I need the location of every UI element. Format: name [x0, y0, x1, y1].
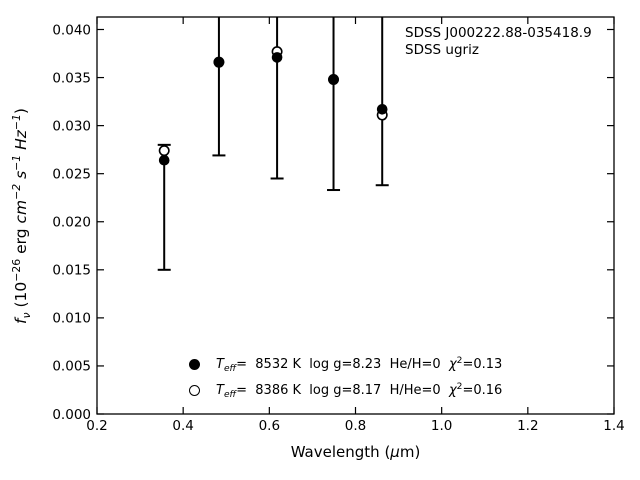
y-tick-label: 0.030 — [52, 118, 91, 134]
y-axis-label: fν (10−26 erg cm−2 s−1 Hz−1) — [10, 16, 33, 416]
text-segment: eff — [223, 389, 237, 400]
y-tick-label: 0.040 — [52, 22, 91, 38]
x-tick-label: 1.2 — [517, 418, 538, 434]
data-point-filled-g — [213, 56, 225, 68]
text-segment: = 8532 K log g=8.23 He/H=0 — [236, 356, 449, 372]
text-segment: 2 — [456, 355, 463, 366]
legend-entry: Teff= 8386 K log g=8.17 H/He=0 χ2=0.16 — [189, 377, 502, 403]
text-segment: T — [216, 356, 224, 372]
y-tick-label: 0.020 — [52, 215, 91, 231]
text-segment: eff — [223, 363, 237, 374]
y-tick-label: 0.010 — [52, 311, 91, 327]
legend-entry-label: Teff= 8386 K log g=8.17 H/He=0 χ2=0.16 — [216, 381, 503, 400]
y-tick-label: 0.025 — [52, 166, 91, 182]
text-segment: (10 — [12, 281, 30, 313]
text-segment: −1 — [10, 154, 24, 171]
x-tick-label: 1.0 — [431, 418, 452, 434]
x-tick-label: 1.4 — [603, 418, 624, 434]
data-point-filled-u — [158, 154, 170, 166]
data-point-filled-r — [271, 52, 283, 63]
data-point-open-u — [158, 145, 170, 157]
text-segment: = 8386 K log g=8.17 H/He=0 — [236, 382, 449, 398]
x-tick-label: 0.6 — [259, 418, 280, 434]
text-segment: Hz — [12, 130, 30, 150]
filled-circle-icon — [189, 358, 200, 370]
legend-entry: Teff= 8532 K log g=8.23 He/H=0 χ2=0.13 — [189, 351, 502, 377]
text-segment: −26 — [10, 258, 24, 282]
open-circle-icon — [189, 384, 200, 396]
legend-entry-label: Teff= 8532 K log g=8.23 He/H=0 χ2=0.13 — [216, 355, 503, 374]
x-tick-label: 0.4 — [172, 418, 193, 434]
text-segment: μ — [390, 443, 400, 461]
legend: Teff= 8532 K log g=8.23 He/H=0 χ2=0.13 Te… — [189, 351, 502, 403]
y-tick-label: 0.005 — [52, 359, 91, 375]
text-segment: ν — [19, 312, 33, 319]
text-segment: T — [216, 382, 224, 398]
annotation: SDSS J000222.88-035418.9 SDSS ugriz — [405, 25, 592, 59]
x-tick-label: 0.8 — [345, 418, 366, 434]
text-segment: f — [12, 318, 30, 324]
text-segment: χ — [448, 356, 457, 372]
text-segment: m) — [399, 443, 421, 461]
text-segment: Wavelength ( — [290, 443, 391, 461]
annotation-survey: SDSS ugriz — [405, 42, 479, 58]
annotation-object-id: SDSS J000222.88-035418.9 — [405, 25, 592, 41]
x-axis-label: Wavelength (μm) — [97, 443, 614, 461]
y-tick-label: 0.000 — [52, 407, 91, 423]
x-tick-label: 0.2 — [86, 418, 107, 434]
data-point-filled-z — [376, 103, 388, 115]
text-segment: =0.13 — [462, 356, 503, 372]
text-segment: −2 — [10, 183, 24, 200]
text-segment: χ — [448, 382, 457, 398]
text-segment: 2 — [456, 381, 463, 392]
y-tick-label: 0.015 — [52, 263, 91, 279]
y-tick-label: 0.035 — [52, 70, 91, 86]
text-segment: erg — [12, 223, 30, 259]
text-segment: −1 — [10, 114, 24, 131]
data-point-filled-i — [328, 74, 339, 85]
text-segment: s — [12, 170, 30, 179]
text-segment: =0.16 — [462, 382, 503, 398]
text-segment: cm — [12, 199, 30, 224]
